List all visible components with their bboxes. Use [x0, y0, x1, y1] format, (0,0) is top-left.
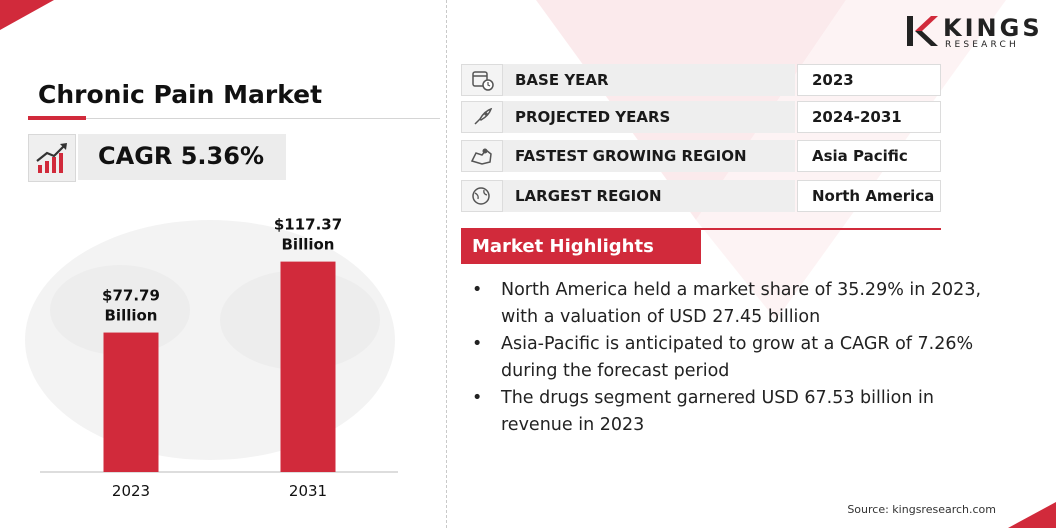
- corner-accent-top-left: [0, 0, 54, 30]
- bullet-dot: •: [472, 280, 483, 300]
- logo-name: KINGS: [943, 14, 1043, 42]
- info-label: LARGEST REGION: [503, 180, 795, 212]
- title-underline-accent: [28, 116, 86, 120]
- panel-divider: [446, 0, 447, 528]
- market-size-bar-chart: $77.79 Billion 2023 $117.37 Billion 2031: [40, 216, 398, 500]
- highlight-item: • Asia-Pacific is anticipated to grow at …: [472, 331, 1032, 385]
- highlight-item: • The drugs segment garnered USD 67.53 bi…: [472, 385, 1032, 439]
- highlight-line: revenue in 2023: [501, 415, 645, 435]
- x-tick-label: 2023: [112, 482, 150, 500]
- highlight-line: North America held a market share of 35.…: [501, 280, 982, 300]
- info-value: Asia Pacific: [797, 140, 941, 172]
- info-value: North America: [797, 180, 941, 212]
- highlights-rule: [461, 228, 941, 230]
- highlight-line: Asia-Pacific is anticipated to grow at a…: [501, 334, 974, 354]
- rocket-icon: [461, 101, 503, 133]
- bar-value-label: $77.79: [102, 287, 160, 305]
- bar-value-label: $117.37: [274, 216, 342, 234]
- highlights-list: • North America held a market share of 35…: [472, 277, 1032, 439]
- cagr-value: CAGR 5.36%: [98, 142, 264, 170]
- info-row-base-year: BASE YEAR 2023: [461, 64, 941, 96]
- info-label: BASE YEAR: [503, 64, 795, 96]
- highlight-line: with a valuation of USD 27.45 billion: [501, 307, 821, 327]
- logo-mark-icon: [907, 16, 938, 46]
- bar-unit-label: Billion: [105, 307, 158, 325]
- highlight-item: • North America held a market share of 35…: [472, 277, 1032, 331]
- bar-2023: [103, 332, 159, 472]
- logo-subname: RESEARCH: [945, 40, 1019, 50]
- bar-2031: [280, 261, 336, 472]
- highlights-title: Market Highlights: [461, 230, 701, 264]
- page-title: Chronic Pain Market: [38, 80, 323, 109]
- globe-icon: [461, 180, 503, 212]
- info-value: 2023: [797, 64, 941, 96]
- region-map-icon: [461, 140, 503, 172]
- cagr-icon-box: [28, 134, 76, 182]
- title-underline: [28, 118, 440, 119]
- bullet-dot: •: [472, 388, 483, 408]
- cagr-box: [78, 134, 286, 180]
- info-label: FASTEST GROWING REGION: [503, 140, 795, 172]
- calendar-clock-icon: [461, 64, 503, 96]
- source-text: Source: kingsresearch.com: [847, 503, 996, 516]
- info-label: PROJECTED YEARS: [503, 101, 795, 133]
- x-tick-label: 2031: [289, 482, 327, 500]
- bullet-dot: •: [472, 334, 483, 354]
- info-row-largest-region: LARGEST REGION North America: [461, 180, 941, 212]
- info-value: 2024-2031: [797, 101, 941, 133]
- highlight-line: during the forecast period: [501, 361, 730, 381]
- growth-chart-icon: [36, 143, 67, 173]
- bar-unit-label: Billion: [282, 236, 335, 254]
- highlight-line: The drugs segment garnered USD 67.53 bil…: [501, 388, 934, 408]
- info-row-projected-years: PROJECTED YEARS 2024-2031: [461, 101, 941, 133]
- info-row-fastest-growing-region: FASTEST GROWING REGION Asia Pacific: [461, 140, 941, 172]
- corner-accent-bottom-right: [1008, 502, 1056, 528]
